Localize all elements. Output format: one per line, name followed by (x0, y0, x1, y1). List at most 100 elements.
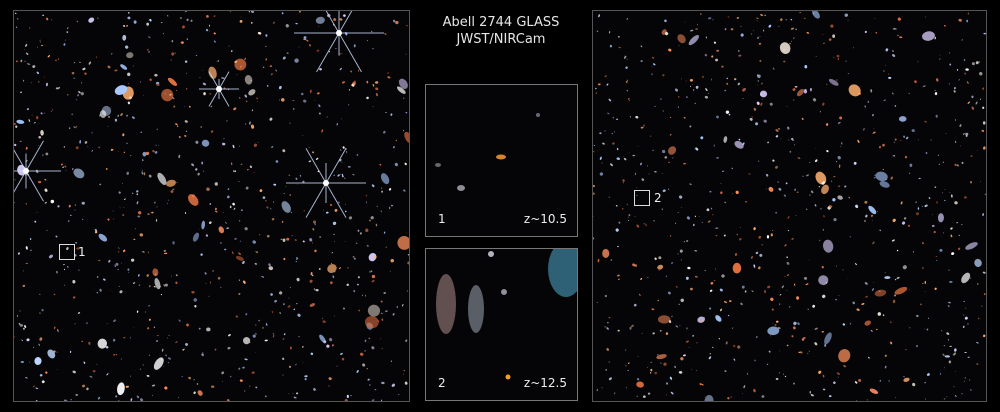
galaxy (390, 258, 394, 263)
galaxy (902, 265, 907, 270)
galaxy (654, 257, 657, 261)
galaxy (253, 172, 255, 174)
galaxy (835, 298, 837, 301)
galaxy (709, 289, 713, 292)
galaxy (801, 338, 805, 341)
galaxy (939, 248, 943, 252)
galaxy (822, 239, 834, 253)
galaxy (151, 211, 154, 214)
galaxy (163, 252, 168, 255)
galaxy (389, 270, 391, 272)
galaxy (954, 395, 957, 397)
galaxy (704, 53, 708, 57)
galaxy (82, 218, 84, 220)
galaxy (818, 275, 829, 286)
galaxy (185, 342, 189, 346)
galaxy (117, 151, 119, 152)
galaxy (762, 29, 765, 32)
galaxy (852, 301, 855, 305)
galaxy (381, 318, 384, 321)
galaxy (828, 78, 839, 86)
galaxy (976, 282, 979, 286)
galaxy (108, 259, 111, 263)
galaxy (359, 232, 362, 235)
galaxy (760, 102, 763, 106)
galaxy (347, 267, 349, 269)
galaxy (833, 56, 835, 59)
galaxy (822, 102, 825, 106)
galaxy (64, 39, 66, 41)
galaxy (96, 276, 99, 278)
galaxy (35, 399, 38, 401)
galaxy (127, 16, 131, 20)
right-deep-field-image (592, 10, 987, 402)
galaxy (900, 139, 902, 141)
galaxy (832, 34, 836, 38)
galaxy (404, 162, 407, 166)
galaxy (172, 188, 175, 191)
galaxy (971, 62, 975, 66)
galaxy (680, 298, 684, 303)
galaxy (184, 11, 188, 13)
galaxy (92, 370, 96, 373)
galaxy (238, 279, 241, 281)
galaxy (282, 56, 286, 60)
galaxy (81, 82, 83, 84)
galaxy (17, 252, 20, 255)
galaxy (365, 294, 366, 297)
galaxy (122, 249, 126, 253)
galaxy (105, 167, 108, 170)
galaxy (892, 54, 896, 57)
galaxy (390, 113, 393, 116)
galaxy (265, 323, 268, 326)
galaxy (837, 155, 841, 160)
galaxy (40, 112, 43, 115)
galaxy (217, 276, 221, 280)
galaxy (939, 372, 942, 376)
galaxy (967, 12, 970, 15)
galaxy (821, 266, 824, 269)
galaxy (747, 373, 749, 375)
galaxy (41, 380, 45, 384)
galaxy (40, 44, 44, 47)
galaxy (348, 104, 350, 106)
galaxy (172, 241, 175, 245)
galaxy (669, 376, 673, 380)
galaxy (616, 118, 619, 121)
galaxy (668, 48, 672, 52)
galaxy (223, 138, 225, 140)
galaxy (922, 266, 924, 270)
galaxy (396, 306, 398, 308)
galaxy (280, 238, 283, 240)
galaxy (915, 345, 918, 347)
galaxy (45, 152, 49, 156)
galaxy (33, 121, 36, 124)
galaxy (731, 167, 733, 170)
galaxy (69, 350, 72, 354)
galaxy (617, 329, 620, 332)
galaxy (951, 252, 955, 255)
galaxy (279, 99, 280, 101)
galaxy (364, 350, 367, 352)
galaxy (352, 256, 355, 258)
galaxy (669, 116, 672, 119)
galaxy (822, 374, 825, 378)
galaxy (778, 350, 780, 352)
galaxy (398, 393, 400, 396)
galaxy (765, 188, 767, 190)
galaxy (139, 233, 144, 237)
galaxy (661, 149, 666, 154)
galaxy (227, 188, 230, 190)
galaxy (154, 278, 161, 290)
galaxy (670, 262, 674, 264)
galaxy (357, 229, 360, 232)
galaxy (268, 266, 274, 271)
galaxy (393, 146, 395, 149)
galaxy (147, 251, 150, 254)
galaxy (677, 34, 686, 44)
galaxy (68, 127, 71, 129)
galaxy (949, 191, 951, 193)
galaxy (346, 151, 348, 153)
galaxy (281, 220, 284, 223)
galaxy (43, 112, 45, 114)
